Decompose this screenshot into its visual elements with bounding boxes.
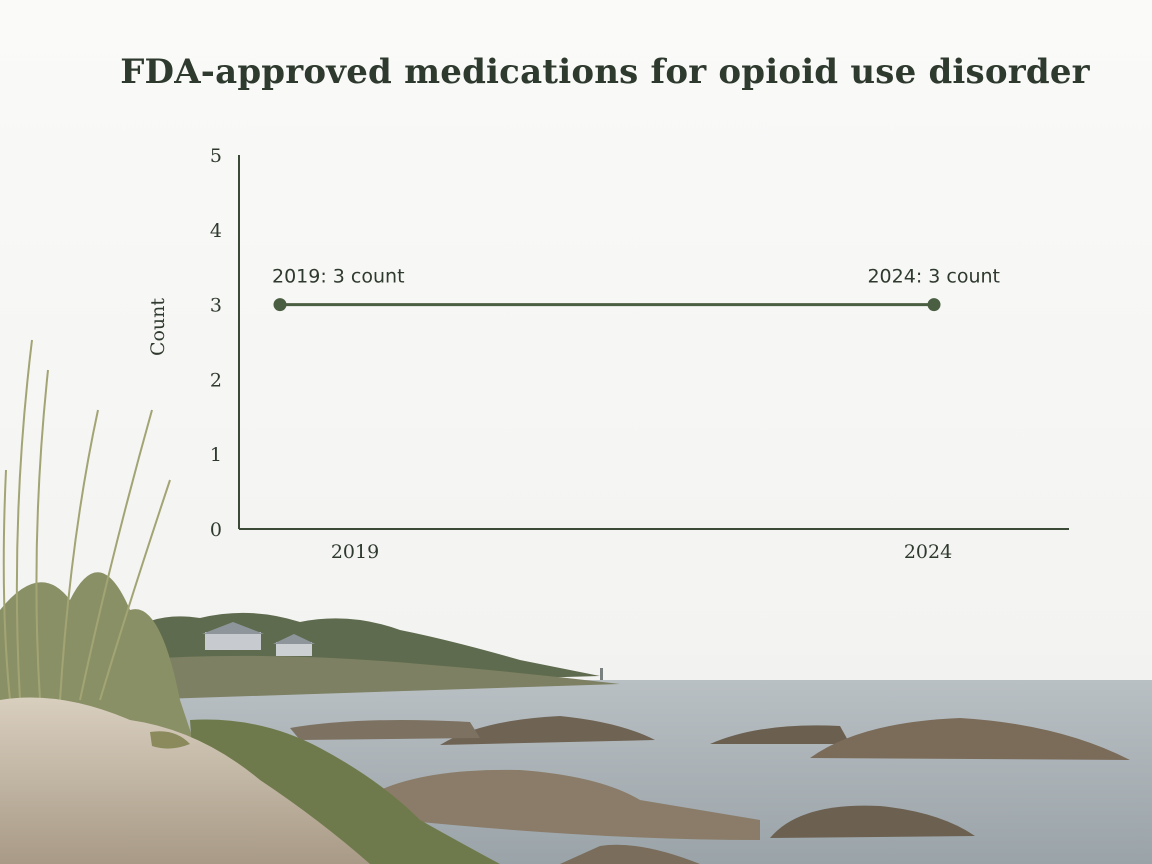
data-point [927, 298, 941, 312]
y-tick-label: 3 [210, 295, 222, 317]
y-tick-label: 1 [210, 444, 222, 466]
data-label: 2024: 3 count [867, 266, 1000, 288]
y-tick-label: 2 [210, 369, 222, 391]
x-tick-label: 2019 [331, 541, 379, 563]
chart-title: FDA-approved medications for opioid use … [120, 52, 1090, 92]
x-tick-label: 2024 [904, 541, 952, 563]
data-point [273, 298, 287, 312]
annotations: 2019: 3 count 2024: 3 count [272, 266, 1000, 288]
y-tick-label: 0 [210, 519, 222, 541]
y-axis-ticks: 0 1 2 3 4 5 [210, 145, 222, 541]
y-tick-label: 4 [210, 220, 222, 242]
x-axis-ticks: 2019 2024 [331, 541, 952, 563]
y-tick-label: 5 [210, 145, 222, 167]
series-group [273, 298, 941, 312]
data-label: 2019: 3 count [272, 266, 405, 288]
y-axis-label: Count [147, 298, 169, 356]
